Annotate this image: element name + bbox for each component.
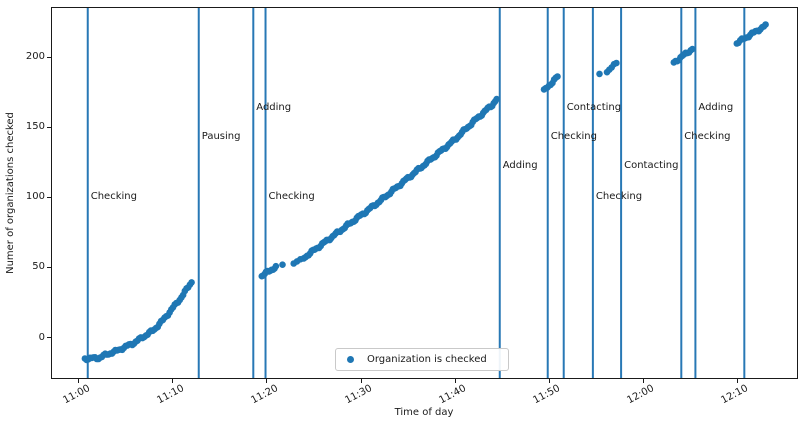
- y-tick-mark: [47, 196, 51, 198]
- vline-label-checking: Checking: [90, 191, 137, 203]
- scatter-plot-svg: [81, 8, 769, 378]
- y-tick-label: 100: [25, 191, 45, 203]
- x-tick-label: 11:00: [60, 383, 92, 407]
- y-tick-label: 50: [32, 261, 45, 273]
- x-tick-label: 11:20: [249, 383, 280, 407]
- x-tick-label: 11:30: [343, 383, 374, 407]
- vline-label-checking: Checking: [268, 191, 315, 203]
- x-tick-label: 11:10: [154, 383, 186, 407]
- x-tick-mark: [266, 379, 268, 383]
- x-tick-label: 12:00: [625, 383, 656, 407]
- x-tick-label: 11:40: [437, 383, 468, 407]
- legend: Organization is checked: [335, 348, 509, 371]
- y-tick-mark: [47, 337, 51, 339]
- vline-label-adding: Adding: [698, 101, 734, 113]
- x-tick-mark: [78, 379, 80, 383]
- legend-label: Organization is checked: [367, 353, 487, 365]
- x-tick-mark: [172, 379, 174, 383]
- plot-area: Checking Pausing Adding Checking Adding Check…: [51, 7, 798, 379]
- y-tick-label: 200: [25, 51, 45, 63]
- y-tick-label: 150: [25, 121, 45, 133]
- vline-label-adding: Adding: [256, 101, 292, 113]
- vline-label-checking: Checking: [550, 131, 597, 143]
- x-tick-label: 11:50: [531, 383, 562, 407]
- y-tick-mark: [47, 126, 51, 128]
- x-axis-label: Time of day: [394, 407, 454, 418]
- scatter-series: [81, 21, 769, 364]
- vline-label-adding: Adding: [502, 160, 538, 172]
- event-vlines: [86, 8, 746, 378]
- vline-label-contacting: Contacting: [624, 160, 679, 172]
- vline-label-pausing: Pausing: [201, 131, 241, 143]
- x-tick-mark: [548, 379, 550, 383]
- vline-label-checking: Checking: [595, 191, 643, 203]
- x-tick-mark: [642, 379, 644, 383]
- vline-label-contacting: Contacting: [566, 101, 622, 113]
- y-tick-mark: [47, 266, 51, 268]
- vline-label-checking: Checking: [684, 131, 731, 143]
- y-tick-mark: [47, 56, 51, 58]
- y-tick-label: 0: [38, 331, 45, 343]
- x-tick-mark: [736, 379, 738, 383]
- x-tick-mark: [360, 379, 362, 383]
- legend-marker-icon: [347, 356, 354, 363]
- x-tick-label: 12:10: [719, 383, 750, 407]
- x-tick-mark: [454, 379, 456, 383]
